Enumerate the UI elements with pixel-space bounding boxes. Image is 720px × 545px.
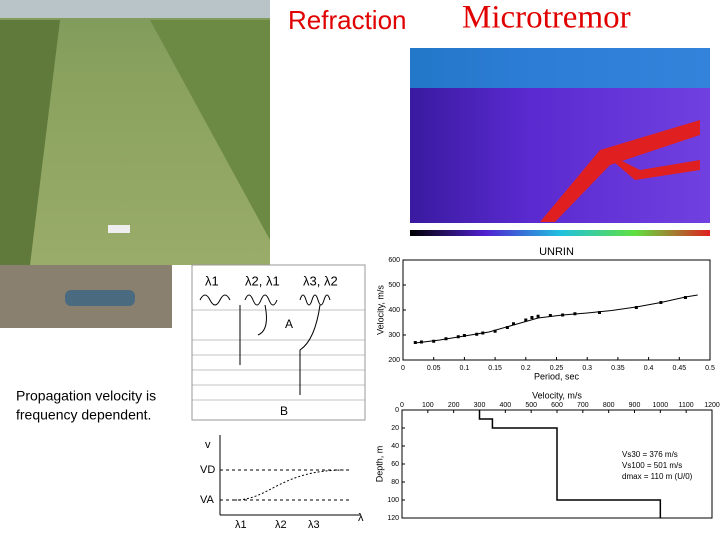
x-tick-label: 100 bbox=[422, 402, 434, 409]
x-tick-label: 800 bbox=[603, 402, 615, 409]
x-tick-label: 0.2 bbox=[521, 365, 531, 372]
title: Refraction bbox=[288, 5, 407, 35]
wavelength-label: λ1 bbox=[205, 273, 219, 288]
x-tick-label: 0.3 bbox=[582, 365, 592, 372]
diagram bbox=[191, 264, 366, 421]
y-tick-label: 120 bbox=[387, 515, 399, 522]
waves bbox=[199, 294, 331, 306]
spectrogram-ridge bbox=[540, 120, 700, 222]
y-tick-label: 60 bbox=[391, 461, 399, 468]
data-point bbox=[536, 314, 540, 318]
data-point bbox=[505, 326, 509, 329]
y-tick-label: 300 bbox=[388, 332, 400, 339]
x-tick-label: 0 bbox=[401, 365, 405, 372]
graph-label: λ bbox=[358, 512, 364, 524]
annotation: Vs30 = 376 m/s bbox=[622, 450, 678, 459]
y-axis-label: Depth, m bbox=[374, 446, 384, 483]
layer-label: B bbox=[280, 404, 288, 418]
sky bbox=[0, 0, 270, 18]
graph-label: λ3 bbox=[308, 519, 320, 531]
colorbar bbox=[410, 230, 710, 236]
y-tick-label: 40 bbox=[391, 443, 399, 450]
chart-title: UNRIN bbox=[539, 246, 574, 258]
y-tick-label: 400 bbox=[388, 307, 400, 314]
x-tick-label: 0 bbox=[400, 402, 404, 409]
y-tick-label: 80 bbox=[391, 479, 399, 486]
graph-label: λ2 bbox=[275, 519, 287, 531]
x-tick-label: 0.25 bbox=[550, 365, 564, 372]
data-point bbox=[597, 311, 601, 314]
x-tick-label: 0.1 bbox=[460, 365, 470, 372]
x-tick-label: 1100 bbox=[679, 402, 694, 409]
caption: frequency dependent. bbox=[16, 407, 151, 423]
annotation: dmax = 110 m (U/0) bbox=[622, 472, 693, 481]
y-tick-label: 0 bbox=[395, 407, 399, 414]
x-tick-label: 0.5 bbox=[705, 365, 715, 372]
y-tick-label: 600 bbox=[388, 257, 400, 264]
y-tick-label: 200 bbox=[388, 357, 400, 364]
arrows bbox=[239, 304, 321, 395]
ditch bbox=[0, 20, 60, 265]
x-tick-label: 0.4 bbox=[644, 365, 654, 372]
fit-line bbox=[415, 294, 698, 344]
graph-label: VA bbox=[200, 494, 215, 506]
graph-label: v bbox=[205, 439, 211, 451]
data-point bbox=[493, 329, 497, 333]
x-tick-label: 200 bbox=[448, 402, 460, 409]
x-tick-label: 600 bbox=[551, 402, 563, 409]
graph-label: VD bbox=[200, 464, 215, 476]
y-axis-label: Velocity, m/s bbox=[375, 285, 385, 335]
sensor bbox=[108, 225, 130, 233]
annotation: Vs100 = 501 m/s bbox=[622, 461, 682, 470]
y-tick-label: 100 bbox=[387, 497, 399, 504]
graph-curve bbox=[234, 469, 346, 501]
x-tick-label: 0.05 bbox=[427, 365, 441, 372]
bank bbox=[150, 20, 270, 240]
x-tick-label: 900 bbox=[629, 402, 641, 409]
x-axis-label: Period, sec bbox=[534, 371, 580, 381]
x-tick-label: 0.35 bbox=[611, 365, 625, 372]
plot-area bbox=[402, 259, 711, 361]
spectrogram-band bbox=[410, 48, 710, 88]
x-tick-label: 700 bbox=[577, 402, 589, 409]
x-tick-label: 1200 bbox=[704, 402, 720, 409]
spectrogram-ridge bbox=[600, 150, 700, 180]
y-tick-label: 500 bbox=[388, 282, 400, 289]
velocity-profile bbox=[478, 410, 662, 518]
title: Microtremor bbox=[462, 0, 631, 36]
x-tick-label: 0.45 bbox=[672, 365, 686, 372]
data-point bbox=[548, 314, 552, 317]
caption: Propagation velocity is bbox=[16, 388, 156, 404]
data-point bbox=[512, 322, 516, 326]
x-tick-label: 0.15 bbox=[488, 365, 502, 372]
wavelength-label: λ3, λ2 bbox=[303, 273, 338, 288]
x-axis-label: Velocity, m/s bbox=[532, 390, 582, 400]
x-tick-label: 500 bbox=[525, 402, 537, 409]
x-tick-label: 1000 bbox=[653, 402, 669, 409]
graph-label: λ1 bbox=[235, 519, 247, 531]
geophone bbox=[65, 290, 135, 306]
wavelength-label: λ2, λ1 bbox=[245, 273, 280, 288]
y-tick-label: 20 bbox=[391, 425, 399, 432]
x-tick-label: 300 bbox=[474, 402, 486, 409]
data-point bbox=[524, 318, 528, 322]
data-point bbox=[530, 316, 534, 319]
layer-label: A bbox=[285, 317, 293, 331]
x-tick-label: 400 bbox=[499, 402, 511, 409]
layers bbox=[192, 309, 365, 401]
